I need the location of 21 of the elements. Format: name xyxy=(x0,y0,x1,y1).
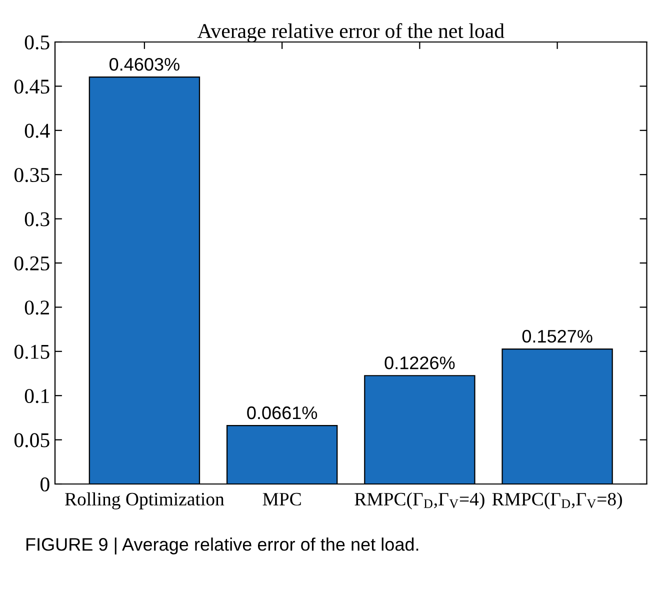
y-tick-label: 0.4 xyxy=(24,124,50,138)
x-tick-label: Rolling Optimization xyxy=(65,492,224,510)
y-tick-label: 0.35 xyxy=(14,168,50,182)
data-label: 0.1226% xyxy=(384,356,455,370)
y-tick-label: 0.2 xyxy=(24,300,49,315)
y-tick-label: 0.1 xyxy=(24,388,49,404)
x-tick-label: RMPC(Γ$_{D}$,Γ$_{V}$=8) xyxy=(492,492,622,510)
y-tick-label: 0 xyxy=(40,477,50,492)
data-label: 0.1527% xyxy=(522,330,592,343)
caption: FIGURE 9 | Average relative error of the net load. xyxy=(26,538,418,554)
y-tick-label: 0.3 xyxy=(24,212,50,226)
x-tick-label: MPC xyxy=(262,492,301,506)
y-tick-label: 0.05 xyxy=(14,433,50,448)
x-tick-label: RMPC(Γ$_{D}$,Γ$_{V}$=4) xyxy=(354,492,484,510)
data-label: 0.4603% xyxy=(110,58,180,71)
y-tick-label: 0.15 xyxy=(14,344,50,359)
y-tick-label: 0.25 xyxy=(14,256,50,271)
data-label: 0.0661% xyxy=(247,406,318,420)
y-tick-label: 0.45 xyxy=(14,80,50,94)
y-tick-label: 0.5 xyxy=(24,35,50,50)
chart-title: Average relative error of the net load xyxy=(197,23,504,42)
